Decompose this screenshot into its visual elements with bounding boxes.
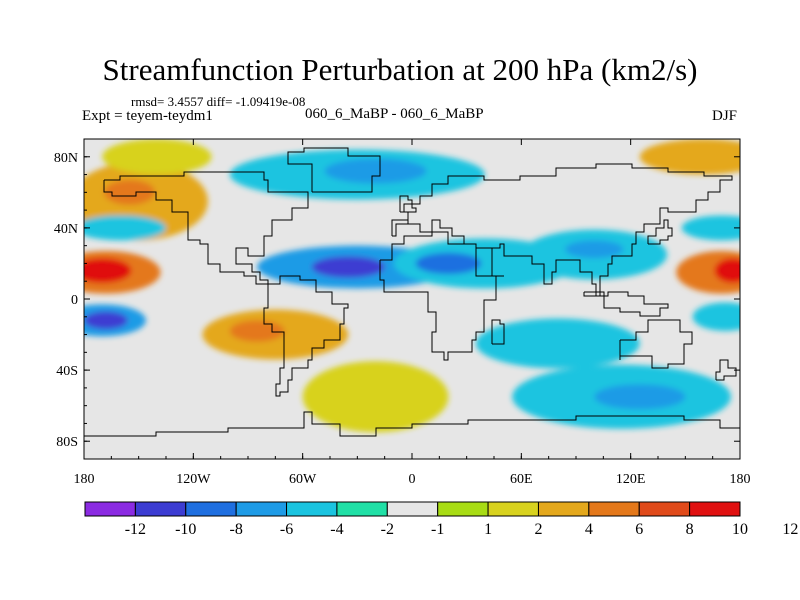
x-tick-label: 180 (74, 472, 95, 487)
contour-region-south-pacific-negative-core (84, 311, 128, 330)
colorbar-label: -12 (125, 521, 146, 538)
coastline-eurasia (391, 163, 733, 297)
contour-region-arctic-positive-east (639, 139, 740, 175)
colorbar-swatch (84, 501, 136, 517)
x-tick-label: 60W (289, 472, 317, 487)
y-tick-label: 0 (71, 293, 78, 308)
plot-area (84, 139, 740, 459)
colorbar-swatch (537, 501, 590, 517)
colorbar-swatch (286, 501, 338, 517)
colorbar-label: 6 (635, 521, 643, 538)
colorbar-label: -1 (431, 521, 444, 538)
coastline-africa (379, 231, 504, 361)
contour-region-east-pacific-40n-negative (681, 215, 740, 241)
contour-region-west-pacific-equatorial-max-core (84, 258, 132, 283)
x-tick-label: 0 (409, 472, 416, 487)
colorbar-swatch (386, 501, 439, 517)
contour-region-southern-ocean-negative-core (594, 384, 686, 410)
colorbar-swatch (437, 501, 489, 517)
colorbar-label: 1 (484, 521, 492, 538)
contour-region-pacific-midlat-positive-core (104, 179, 156, 205)
y-tick-label: 80S (56, 435, 78, 450)
x-tick-label: 180 (730, 472, 751, 487)
colorbar-swatch (689, 501, 741, 517)
coastline-australia (619, 319, 693, 369)
colorbar-swatch (638, 501, 691, 517)
colorbar-swatch (588, 501, 640, 517)
contour-region-indian-ocean-south-negative (475, 318, 640, 369)
coastline-new-zealand (715, 359, 737, 381)
coastline-japan (647, 219, 673, 245)
colorbar-label: -8 (229, 521, 242, 538)
season-label: DJF (712, 108, 738, 124)
coastline-north-america (103, 171, 309, 285)
contour-region-south-america-positive-core (229, 320, 285, 342)
colorbar-label: -6 (280, 521, 293, 538)
colorbar-swatch (185, 501, 237, 517)
colorbar-label: 12 (782, 521, 798, 538)
coastline-uk (399, 195, 417, 213)
colorbar-swatch (336, 501, 388, 517)
coastline-greenland (287, 147, 381, 193)
y-tick-label: 40S (56, 364, 78, 379)
contour-region-indian-tropical-negative-core (415, 252, 482, 275)
coastline-overlay (84, 147, 740, 437)
contour-region-south-atlantic-positive (302, 361, 449, 433)
axes: 180 120W 60W 0 60E 120E 180 80N 40N 0 40S 80S (54, 138, 751, 487)
colorbar-label: 2 (534, 521, 542, 538)
colorbar-swatch (487, 501, 539, 517)
x-tick-label: 120W (176, 472, 211, 487)
rmsd-stats: rmsd= 3.4557 diff= -1.09419e-08 (131, 94, 306, 109)
coastline-antarctica (84, 411, 740, 437)
contour-region-north-atlantic-negative-core (324, 158, 427, 184)
colorbar-swatch (134, 501, 187, 517)
x-tick-label: 120E (616, 472, 646, 487)
contour-region-atlantic-tropical-negative-core (311, 256, 385, 278)
colorbar-label: -10 (175, 521, 196, 538)
coastline-south-america (263, 275, 349, 397)
colorbar-label: 8 (686, 521, 694, 538)
y-tick-label: 80N (54, 151, 78, 166)
coastline-madagascar (491, 319, 505, 345)
experiment-label: Expt = teyem-teydm1 (82, 108, 213, 124)
x-tick-label: 60E (510, 472, 533, 487)
colorbar: -12 -10 -8 -6 -4 -2 -1 1 2 4 6 8 10 12 (84, 501, 798, 538)
colorbar-label: -2 (381, 521, 394, 538)
coastline-indonesia (583, 291, 669, 317)
contour-region-pacific-40n-negative (84, 215, 166, 241)
contour-region-asia-tropical-negative-core (565, 240, 624, 259)
colorbar-label: 4 (585, 521, 593, 538)
colorbar-label: 10 (732, 521, 748, 538)
contour-region-arctic-positive-west (102, 139, 212, 175)
case-label: 060_6_MaBP - 060_6_MaBP (305, 106, 484, 122)
colorbar-swatch (235, 501, 288, 517)
colorbar-label: -4 (330, 521, 343, 538)
y-tick-label: 40N (54, 222, 78, 237)
chart-title: Streamfunction Perturbation at 200 hPa (… (102, 52, 698, 87)
contour-region-east-pacific-equatorial-max-core (714, 258, 740, 283)
contour-region-south-pacific-east-negative (692, 302, 740, 331)
